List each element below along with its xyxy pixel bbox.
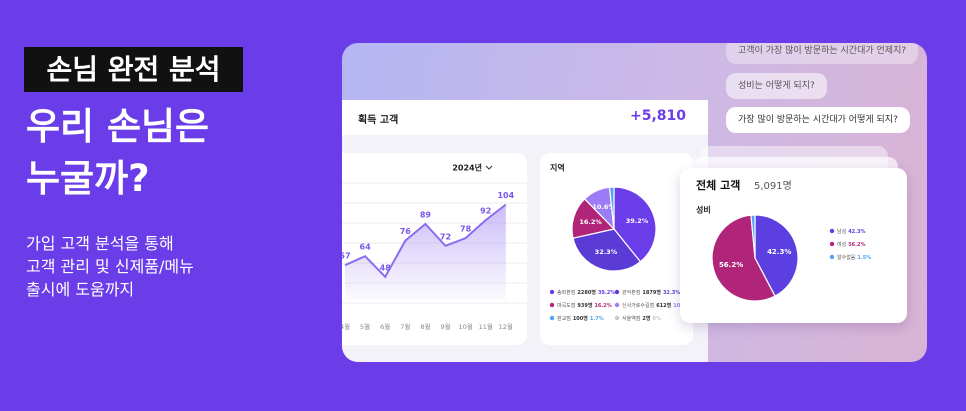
legend-entry: 서울역점 2명 0% [622, 315, 661, 322]
legend-name: 여성 [837, 241, 846, 248]
legend-entry: 판교점 100명 1.7% [557, 315, 604, 322]
pie-slice [572, 228, 642, 272]
x-tick-label: 5월 [360, 322, 370, 331]
chat-bubble: 성비는 어떻게 되지? [726, 73, 827, 99]
line-area [345, 204, 506, 300]
legend-entry: 마곡도점 939명 16.2% [557, 302, 612, 309]
data-label: 76 [400, 227, 412, 236]
legend-name: 서울역점 [622, 315, 640, 322]
headline: 우리 손님은 [26, 105, 210, 148]
data-label: 72 [440, 232, 451, 241]
legend-value: 39.2% [598, 290, 615, 296]
line-card: 2024년 4월 57 5월 64 6월 48 7월 76 8월 89 9월 72 10월 78 11월 92 1… [342, 153, 527, 345]
dropdown-icon [485, 165, 493, 170]
legend-entry: 여성 56.2% [837, 241, 866, 248]
legend-name: 신사가로수길점 [622, 302, 654, 309]
x-tick-label: 9월 [440, 322, 450, 331]
slice-label: 32.3% [595, 248, 618, 256]
chat-bubble: 고객이 가장 많이 방문하는 시간대가 언제지? [726, 43, 919, 64]
legend-marker [829, 254, 835, 260]
legend-entry: 남성 42.3% [837, 228, 866, 235]
legend-count: 2280명 [577, 289, 596, 296]
description: 고객 관리 및 신제품/메뉴 [26, 257, 194, 276]
x-tick-label: 11월 [479, 322, 493, 331]
legend-marker [614, 302, 620, 308]
legend-name: 송파본점 [557, 289, 575, 296]
data-label: 57 [342, 252, 351, 261]
legend-value: 16.2% [594, 303, 611, 309]
legend-count: 100명 [573, 315, 588, 322]
chat-bubble: 가장 많이 방문하는 시간대가 어떻게 되지? [726, 107, 910, 133]
description: 가입 고객 분석을 통해 [26, 234, 174, 253]
pie-slice [754, 214, 799, 297]
data-label: 104 [497, 191, 514, 200]
description: 출시에 도움까지 [26, 280, 135, 299]
slice-label: 16.2% [579, 218, 602, 226]
legend-name: 남성 [837, 228, 846, 235]
data-label: 78 [460, 225, 472, 234]
line-chart: 2024년 4월 57 5월 64 6월 48 7월 76 8월 89 9월 72 10월 78 11월 92 1… [342, 163, 527, 331]
chart-title: 성비 [696, 205, 711, 215]
legend-marker [614, 315, 620, 321]
dashboard: 획득 고객 +5,810 고객이 가장 많이 방문하는 시간대가 언제지? 성비… [342, 43, 927, 362]
period: 2024년 [452, 163, 482, 173]
legend-entry: 송파본점 2280명 39.2% [557, 289, 615, 296]
legend-name: 마곡도점 [557, 302, 575, 309]
line [344, 203, 507, 279]
pie-slice [711, 214, 776, 302]
slice-label: 56.2% [719, 261, 743, 269]
legend-marker [829, 241, 835, 247]
legend-value: 56.2% [848, 242, 865, 248]
x-tick-label: 12월 [499, 322, 513, 331]
legend-name: 관악본점 [622, 289, 640, 296]
headline: 누굴까? [26, 157, 150, 200]
acquisition-header: 획득 고객 +5,810 [342, 100, 708, 135]
legend-value: 1.7% [590, 316, 604, 322]
badge: 손님 완전 분석 [24, 47, 243, 92]
legend-value: 32.3% [663, 290, 680, 296]
chart-title: 지역 [550, 163, 565, 173]
legend-marker [549, 289, 555, 295]
card-title: 전체 고객 [696, 178, 740, 192]
region-card: 지역 39.2% 송파본점 2280명 39.2% 32.3% 관악본점 1879명 32.3%… [540, 153, 693, 345]
slice-label: 39.2% [626, 217, 649, 225]
x-tick-label: 6월 [380, 322, 390, 331]
legend-count: 939명 [577, 302, 592, 309]
card-total: 5,091명 [754, 180, 792, 192]
data-label: 64 [360, 243, 372, 252]
slice-label: 42.3% [767, 248, 791, 256]
legend-value: 1.5% [857, 255, 871, 261]
legend-count: 1879명 [642, 289, 661, 296]
x-tick-label: 8월 [420, 322, 430, 331]
pie-slice [613, 186, 657, 263]
x-tick-label: 7월 [400, 322, 410, 331]
gender-card: 성비 전체 고객 5,091명 42.3% 남성 42.3% 56.2% 여성 56.2% 알수없… [680, 168, 907, 323]
legend-count: 2명 [642, 315, 650, 322]
pie-slice [750, 214, 756, 259]
legend-count: 612명 [656, 302, 671, 309]
legend-entry: 관악본점 1879명 32.3% [622, 289, 680, 296]
data-label: 92 [480, 207, 491, 216]
x-tick-label: 4월 [342, 322, 350, 331]
acquisition-title: 획득 고객 [358, 115, 399, 126]
legend-marker [549, 315, 555, 321]
legend-name: 판교점 [557, 315, 571, 322]
legend-name: 알수없음 [837, 254, 856, 261]
data-label: 48 [380, 263, 392, 272]
pie-slice [608, 186, 615, 230]
acquisition-total: +5,810 [629, 108, 686, 124]
slice-label: 10.6% [592, 203, 615, 211]
legend-marker [614, 289, 620, 295]
legend-marker [829, 228, 835, 234]
legend-entry: 알수없음 1.5% [837, 254, 871, 261]
legend-value: 0% [653, 316, 662, 322]
legend-marker [549, 302, 555, 308]
legend-value: 42.3% [848, 229, 865, 235]
x-tick-label: 10월 [458, 322, 472, 331]
data-label: 89 [420, 210, 432, 219]
